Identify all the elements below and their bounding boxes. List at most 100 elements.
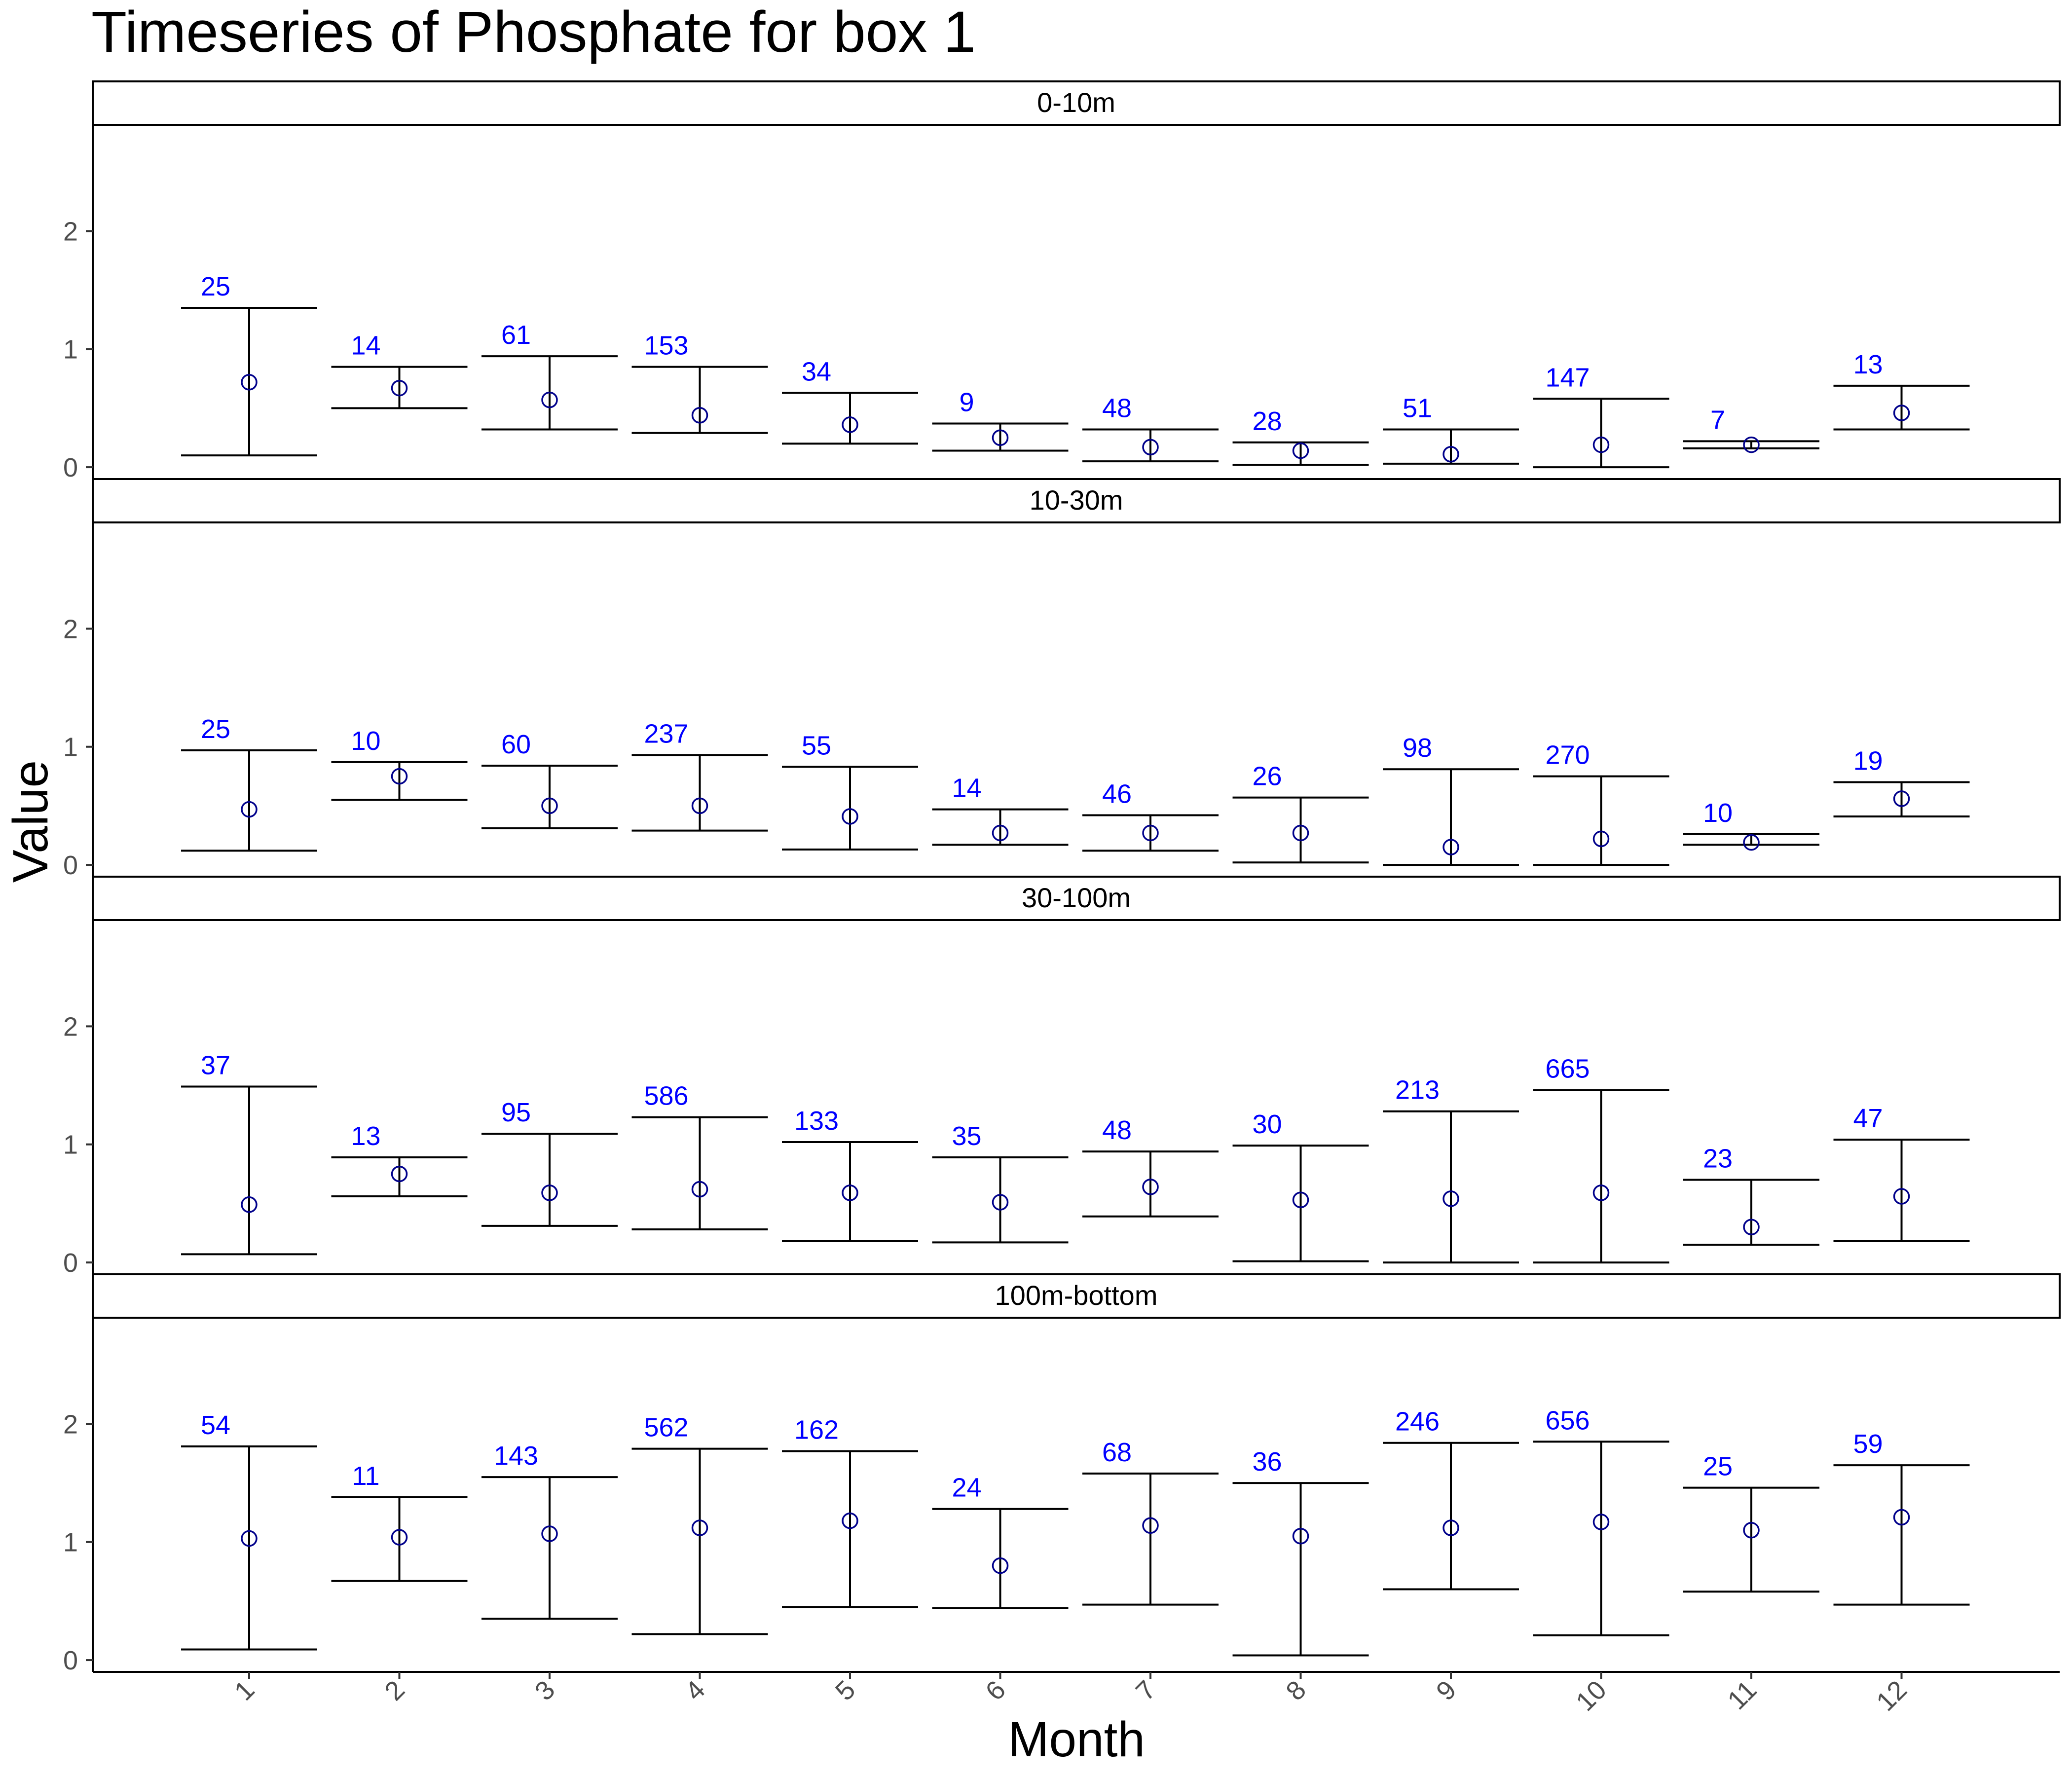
error-bar: [481, 765, 618, 829]
error-bar: [1533, 775, 1669, 866]
mean-point: [541, 1525, 558, 1542]
error-bar: [782, 766, 918, 851]
mean-point: [1743, 1522, 1760, 1539]
sample-count-label: 36: [1252, 1447, 1282, 1477]
strip-box: [92, 478, 2061, 523]
mean-point: [541, 391, 558, 408]
error-bar: [331, 1156, 468, 1198]
error-bar: [1683, 1486, 1819, 1593]
error-bar: [181, 1445, 317, 1651]
sample-count-label: 270: [1545, 740, 1590, 770]
mean-point: [1592, 830, 1610, 848]
facet-panel: 30-100m 0 1 2 37 13 95 586 133 35 48 30 213 665 23 47: [63, 876, 2061, 1278]
sample-count-label: 9: [959, 388, 974, 417]
mean-point: [691, 1181, 708, 1198]
sample-count-label: 30: [1252, 1110, 1282, 1139]
y-tick-label: 0: [63, 851, 78, 880]
sample-count-label: 13: [1853, 350, 1883, 379]
mean-point: [1142, 439, 1159, 456]
error-bar: [1383, 1110, 1519, 1264]
mean-point: [1893, 1188, 1910, 1205]
sample-count-label: 153: [644, 331, 688, 361]
mean-point: [391, 1529, 408, 1546]
error-bar: [1082, 428, 1219, 463]
x-axis-title: Month: [1008, 1712, 1145, 1767]
sample-count-label: 25: [1703, 1452, 1733, 1481]
sample-count-label: 14: [952, 774, 981, 803]
y-tick-label: 0: [63, 1646, 78, 1675]
sample-count-label: 586: [644, 1081, 688, 1111]
y-tick-label: 2: [63, 1012, 78, 1041]
strip-box: [92, 1273, 2061, 1319]
x-tick-label: 8: [1280, 1675, 1312, 1706]
mean-point: [1592, 1184, 1610, 1201]
y-tick-label: 0: [63, 453, 78, 482]
error-bar: [481, 1476, 618, 1620]
error-bar: [1683, 833, 1819, 851]
chart-title: Timeseries of Phosphate for box 1: [91, 0, 976, 65]
error-bar: [1533, 398, 1669, 469]
error-bar: [1082, 814, 1219, 852]
sample-count-label: 60: [501, 730, 531, 759]
mean-point: [842, 1184, 858, 1201]
error-bar: [1383, 768, 1519, 866]
y-tick-label: 2: [63, 614, 78, 644]
mean-point: [391, 379, 408, 397]
mean-point: [842, 1512, 858, 1529]
x-tick-label: 11: [1722, 1675, 1762, 1715]
mean-point: [691, 1519, 708, 1536]
error-bar: [1533, 1441, 1669, 1636]
sample-count-label: 147: [1545, 363, 1590, 392]
y-tick-label: 0: [63, 1248, 78, 1278]
mean-point: [241, 1196, 258, 1213]
mean-point: [1893, 1509, 1910, 1526]
x-tick-label: 9: [1431, 1675, 1462, 1706]
mean-point: [1592, 1514, 1610, 1530]
y-tick-label: 1: [63, 1528, 78, 1557]
strip-box: [92, 80, 2061, 126]
sample-count-label: 34: [802, 357, 831, 386]
error-bar: [782, 392, 918, 445]
mean-point: [241, 1530, 258, 1547]
x-tick-label: 6: [980, 1675, 1011, 1706]
sample-count-label: 19: [1853, 746, 1883, 776]
sample-count-label: 48: [1102, 393, 1132, 423]
sample-count-label: 26: [1252, 762, 1282, 791]
mean-point: [1443, 1190, 1459, 1207]
y-axis-title: Value: [3, 760, 58, 883]
mean-point: [842, 416, 858, 433]
x-tick-label: 7: [1130, 1675, 1162, 1706]
strip-label: 30-100m: [1022, 882, 1131, 913]
y-tick-label: 1: [63, 733, 78, 762]
sample-count-label: 7: [1710, 405, 1725, 435]
strip-box: [92, 876, 2061, 921]
error-bar: [1833, 1139, 1970, 1242]
mean-point: [1443, 839, 1459, 855]
sample-count-label: 24: [952, 1473, 981, 1503]
sample-count-label: 162: [794, 1415, 839, 1444]
error-bar: [631, 754, 768, 832]
error-bar: [1833, 384, 1970, 431]
error-bar: [1833, 781, 1970, 817]
x-axis: 1 2 3 4 5 6 7 8 9 10 11 12: [93, 1671, 2060, 1717]
x-tick-label: 3: [529, 1675, 561, 1706]
sample-count-label: 133: [794, 1106, 839, 1136]
sample-count-label: 10: [1703, 798, 1733, 828]
error-bar: [331, 1496, 468, 1582]
mean-point: [1292, 442, 1309, 459]
error-bar: [331, 366, 468, 409]
error-bar: [1383, 428, 1519, 465]
sample-count-label: 213: [1395, 1075, 1440, 1105]
mean-point: [391, 1165, 408, 1183]
sample-count-label: 10: [351, 726, 380, 756]
error-bar: [1082, 1472, 1219, 1606]
mean-point: [691, 407, 708, 424]
y-tick-label: 2: [63, 217, 78, 246]
sample-count-label: 13: [351, 1121, 380, 1151]
strip-label: 100m-bottom: [995, 1280, 1158, 1311]
mean-point: [1443, 445, 1459, 463]
x-tick-label: 10: [1570, 1675, 1612, 1717]
sample-count-label: 656: [1545, 1406, 1590, 1435]
error-bar: [181, 306, 317, 457]
error-bar: [631, 1116, 768, 1231]
